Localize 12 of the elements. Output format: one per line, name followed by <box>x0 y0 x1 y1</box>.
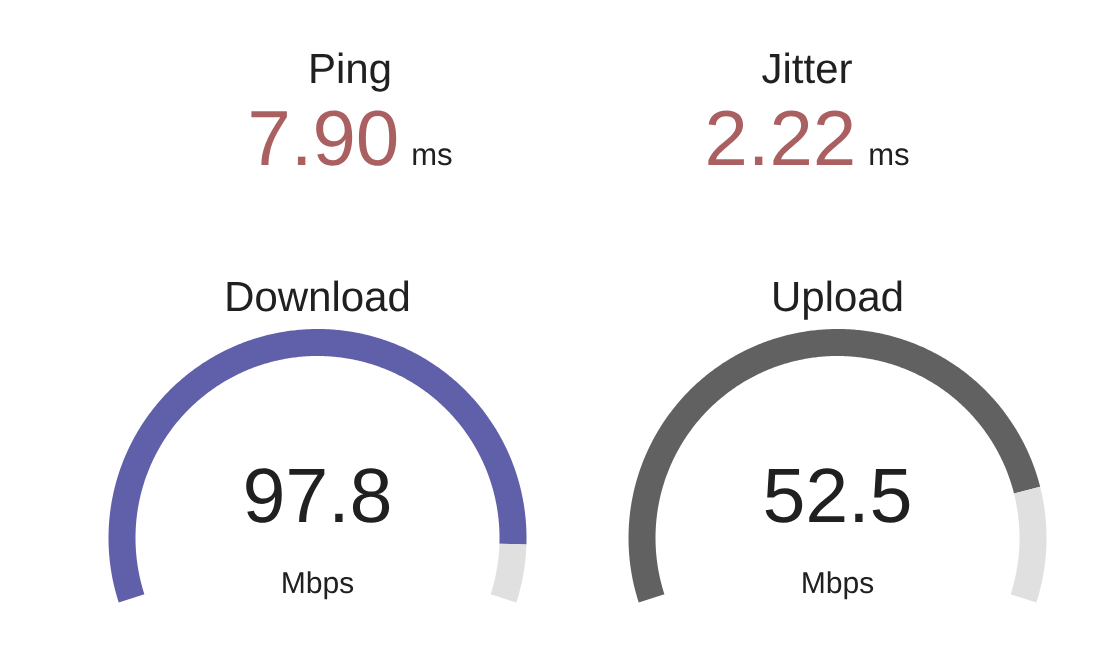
text: ms <box>870 148 909 166</box>
text: Mbps <box>283 571 354 600</box>
text: 7.90 <box>251 110 397 166</box>
text: 2.22 <box>708 110 853 165</box>
text: Ping <box>311 52 390 92</box>
text: Mbps <box>803 571 874 600</box>
text: ms <box>413 148 452 166</box>
text: 97.8 <box>246 468 390 523</box>
text: 52.5 <box>765 468 910 523</box>
chart-title: Download <box>227 280 409 312</box>
text: Jitter <box>762 52 852 84</box>
chart-title: Upload <box>774 280 902 320</box>
